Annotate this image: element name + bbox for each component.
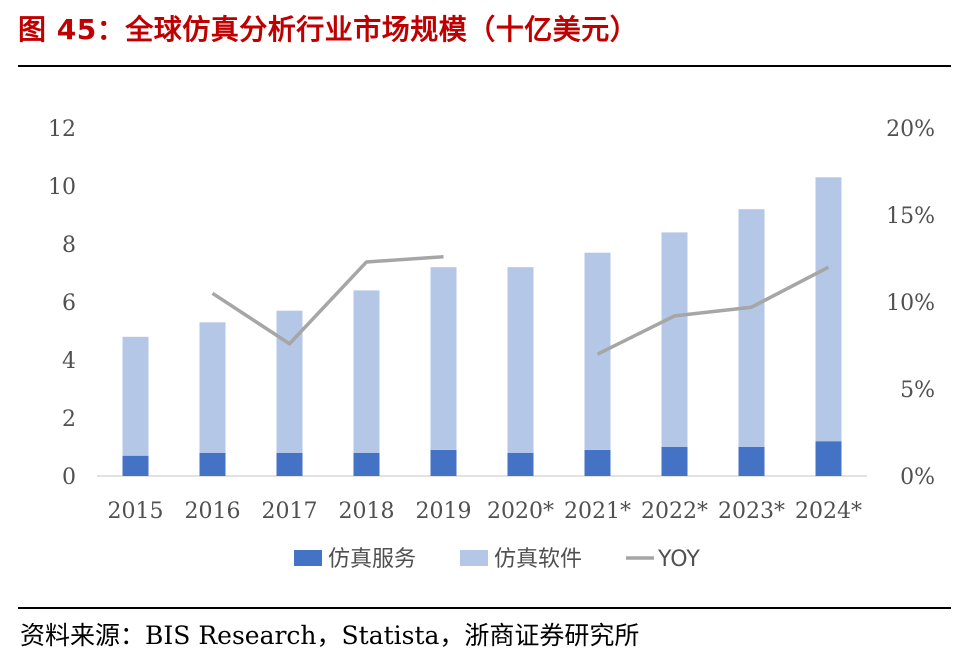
bar-service — [122, 455, 149, 476]
bars-group — [122, 177, 842, 476]
right-tick-label: 10% — [886, 291, 935, 316]
bar-software — [199, 322, 226, 453]
x-tick-label: 2022* — [641, 499, 708, 524]
x-tick-label: 2020* — [487, 499, 554, 524]
footer-divider — [18, 607, 951, 609]
bar-service — [430, 449, 457, 476]
bar-service — [738, 447, 765, 476]
right-tick-label: 20% — [886, 117, 935, 142]
yoy-line-group — [211, 255, 830, 356]
right-tick-label: 15% — [886, 204, 935, 229]
left-tick-label: 8 — [62, 233, 76, 258]
x-tick-label: 2024* — [795, 499, 862, 524]
bar-service — [199, 452, 226, 476]
legend-label-service: 仿真服务 — [328, 547, 416, 572]
x-tick-label: 2023* — [718, 499, 785, 524]
right-tick-label: 0% — [900, 465, 935, 490]
chart-title: 图 45：全球仿真分析行业市场规模（十亿美元） — [18, 13, 639, 46]
x-tick-label: 2019 — [416, 499, 472, 524]
yoy-line — [211, 255, 444, 346]
bar-software — [353, 290, 380, 453]
legend-label-yoy: YOY — [657, 547, 700, 572]
bar-software — [738, 209, 765, 447]
chart-area: 0 2 4 6 8 10 12 0% 5% 10% 15% 20% 2015 2016 2017 2018… — [48, 117, 935, 572]
left-tick-label: 10 — [48, 175, 76, 200]
source-note: 资料来源：BIS Research，Statista，浙商证券研究所 — [20, 621, 640, 650]
bar-service — [815, 441, 842, 476]
x-tick-label: 2018 — [339, 499, 395, 524]
left-tick-label: 6 — [62, 291, 76, 316]
x-axis: 2015 2016 2017 2018 2019 2020* 2021* 2022* 2023*… — [108, 499, 863, 524]
bar-software — [430, 267, 457, 450]
title-divider — [18, 65, 951, 67]
bar-software — [507, 267, 534, 453]
right-tick-label: 5% — [900, 378, 935, 403]
left-tick-label: 0 — [62, 465, 76, 490]
right-axis: 0% 5% 10% 15% 20% — [886, 117, 935, 490]
x-tick-label: 2015 — [108, 499, 164, 524]
bar-software — [815, 177, 842, 442]
yoy-line — [596, 265, 830, 356]
legend-swatch-service — [294, 550, 322, 566]
bar-service — [584, 449, 611, 476]
bar-software — [122, 336, 149, 456]
bar-service — [276, 452, 303, 476]
x-tick-label: 2021* — [564, 499, 631, 524]
bar-service — [661, 447, 688, 476]
legend: 仿真服务 仿真软件 YOY — [294, 547, 700, 572]
x-tick-label: 2017 — [262, 499, 318, 524]
left-axis: 0 2 4 6 8 10 12 — [48, 117, 76, 490]
x-tick-label: 2016 — [185, 499, 241, 524]
left-tick-label: 4 — [62, 349, 76, 374]
legend-label-software: 仿真软件 — [494, 547, 582, 572]
bar-software — [661, 232, 688, 447]
left-tick-label: 12 — [48, 117, 76, 142]
left-tick-label: 2 — [62, 407, 76, 432]
bar-service — [507, 452, 534, 476]
legend-swatch-software — [460, 550, 488, 566]
bar-service — [353, 452, 380, 476]
